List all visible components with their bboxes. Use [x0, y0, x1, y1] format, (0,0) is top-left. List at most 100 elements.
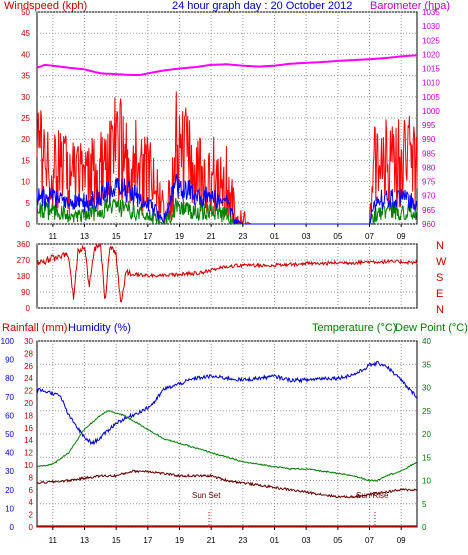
temp-y-tick: 20	[422, 430, 431, 439]
rain-y-tick: 10	[24, 461, 33, 470]
wind-y-tick: 0	[26, 220, 31, 229]
x-tick-label: 21	[207, 232, 216, 241]
direction-y-tick: 90	[21, 288, 30, 297]
temperature-x-ticks: 11 13 15 17 19 21 23 01 03 05 07 09	[49, 527, 406, 545]
sunrise-label: Sun Rise	[356, 491, 389, 500]
baro-y-tick: 1035	[422, 8, 440, 17]
rain-y-tick: 2	[29, 511, 34, 520]
temp-y-tick: 40	[422, 337, 431, 346]
compass-label: W	[436, 256, 447, 268]
rain-y-tick: 16	[24, 424, 33, 433]
rain-y-tick: 12	[24, 449, 33, 458]
direction-grid	[37, 243, 417, 309]
x-tick-label: 09	[397, 232, 406, 241]
x-tick-label: 05	[333, 232, 342, 241]
baro-y-tick: 1025	[422, 36, 440, 45]
direction-y-tick: 180	[17, 272, 31, 281]
rain-y-tick: 0	[29, 523, 34, 532]
baro-y-tick: 1000	[422, 107, 440, 116]
temp-y-ticks: 0 5 10 15 20 25 30 35 40	[422, 337, 431, 532]
temp-y-tick: 5	[422, 500, 427, 509]
compass-label: S	[436, 272, 443, 284]
humidity-y-tick: 80	[5, 374, 14, 383]
x-tick-label: 05	[333, 536, 342, 545]
rainfall-title: Rainfall (mm)	[2, 322, 67, 334]
x-tick-label: 07	[365, 232, 374, 241]
baro-y-tick: 990	[422, 135, 436, 144]
x-tick-label: 23	[238, 536, 247, 545]
x-tick-label: 09	[397, 536, 406, 545]
dewpoint-title: Dew Point (°C)	[395, 322, 468, 334]
humidity-y-tick: 60	[5, 411, 14, 420]
rain-y-tick: 30	[24, 337, 33, 346]
x-tick-label: 19	[175, 232, 184, 241]
wind-y-tick: 45	[21, 29, 30, 38]
humidity-y-tick: 50	[5, 430, 14, 439]
temp-y-tick: 35	[422, 360, 431, 369]
humidity-y-tick: 30	[5, 467, 14, 476]
x-tick-label: 01	[270, 232, 279, 241]
direction-y-ticks: 0 90 180 270 360	[17, 240, 31, 313]
humidity-line	[36, 360, 418, 446]
x-tick-label: 17	[143, 536, 152, 545]
baro-y-tick: 1010	[422, 79, 440, 88]
x-tick-label: 15	[112, 536, 121, 545]
humidity-y-tick: 100	[1, 337, 15, 346]
temperature-title: Temperature (°C)	[312, 322, 396, 334]
x-tick-label: 21	[207, 536, 216, 545]
humidity-y-tick: 40	[5, 449, 14, 458]
direction-line	[36, 242, 418, 303]
temp-y-tick: 10	[422, 477, 431, 486]
wind-series	[36, 54, 418, 226]
graph-title: 24 hour graph day : 20 October 2012	[172, 0, 352, 12]
temp-y-tick: 15	[422, 453, 431, 462]
direction-series	[36, 242, 418, 303]
x-tick-label: 01	[270, 536, 279, 545]
humidity-y-tick: 0	[10, 523, 15, 532]
x-tick-label: 13	[80, 536, 89, 545]
baro-y-tick: 1020	[422, 50, 440, 59]
baro-y-tick: 1005	[422, 93, 440, 102]
x-tick-label: 03	[302, 536, 311, 545]
humidity-y-tick: 20	[5, 486, 14, 495]
direction-y-tick: 0	[26, 304, 31, 313]
humidity-title: Humidity (%)	[68, 322, 131, 334]
rain-y-tick: 4	[29, 498, 34, 507]
wind-y-tick: 50	[21, 8, 30, 17]
baro-y-ticks: 960 965 970 975 980 985 990 995 1000 1005 1010 1015…	[422, 8, 440, 229]
temperature-series	[36, 360, 418, 528]
wind-y-tick: 20	[21, 135, 30, 144]
x-tick-label: 03	[302, 232, 311, 241]
x-tick-label: 13	[80, 232, 89, 241]
wind-y-tick: 5	[26, 199, 31, 208]
baro-y-tick: 975	[422, 178, 436, 187]
rain-y-tick: 18	[24, 411, 33, 420]
x-tick-label: 19	[175, 536, 184, 545]
wind-y-tick: 15	[21, 156, 30, 165]
temperature-line	[36, 410, 418, 482]
baro-y-tick: 970	[422, 192, 436, 201]
wind-y-tick: 25	[21, 114, 30, 123]
wind-x-ticks: 11 13 15 17 19 21 23 01 03 05 07 09	[49, 224, 406, 241]
x-tick-label: 23	[238, 232, 247, 241]
temp-y-tick: 25	[422, 407, 431, 416]
wind-y-tick: 35	[21, 72, 30, 81]
rain-y-tick: 6	[29, 486, 34, 495]
wind-y-tick: 40	[21, 50, 30, 59]
compass-label: E	[436, 288, 443, 300]
x-tick-label: 15	[112, 232, 121, 241]
compass-label: N	[436, 304, 444, 316]
x-tick-label: 11	[49, 536, 58, 545]
windspeed-title: Windspeed (kph)	[4, 0, 87, 12]
rain-y-tick: 24	[24, 374, 33, 383]
rain-y-tick: 14	[24, 436, 33, 445]
temp-y-tick: 30	[422, 384, 431, 393]
barometer-title: Barometer (hpa)	[370, 0, 450, 12]
humidity-y-ticks: 0 10 20 30 40 50 60 70 80 90 100	[1, 337, 15, 532]
direction-y-tick: 360	[17, 240, 31, 249]
windspeed-avg-line	[36, 174, 418, 225]
humidity-y-tick: 10	[5, 504, 14, 513]
baro-y-tick: 1015	[422, 65, 440, 74]
